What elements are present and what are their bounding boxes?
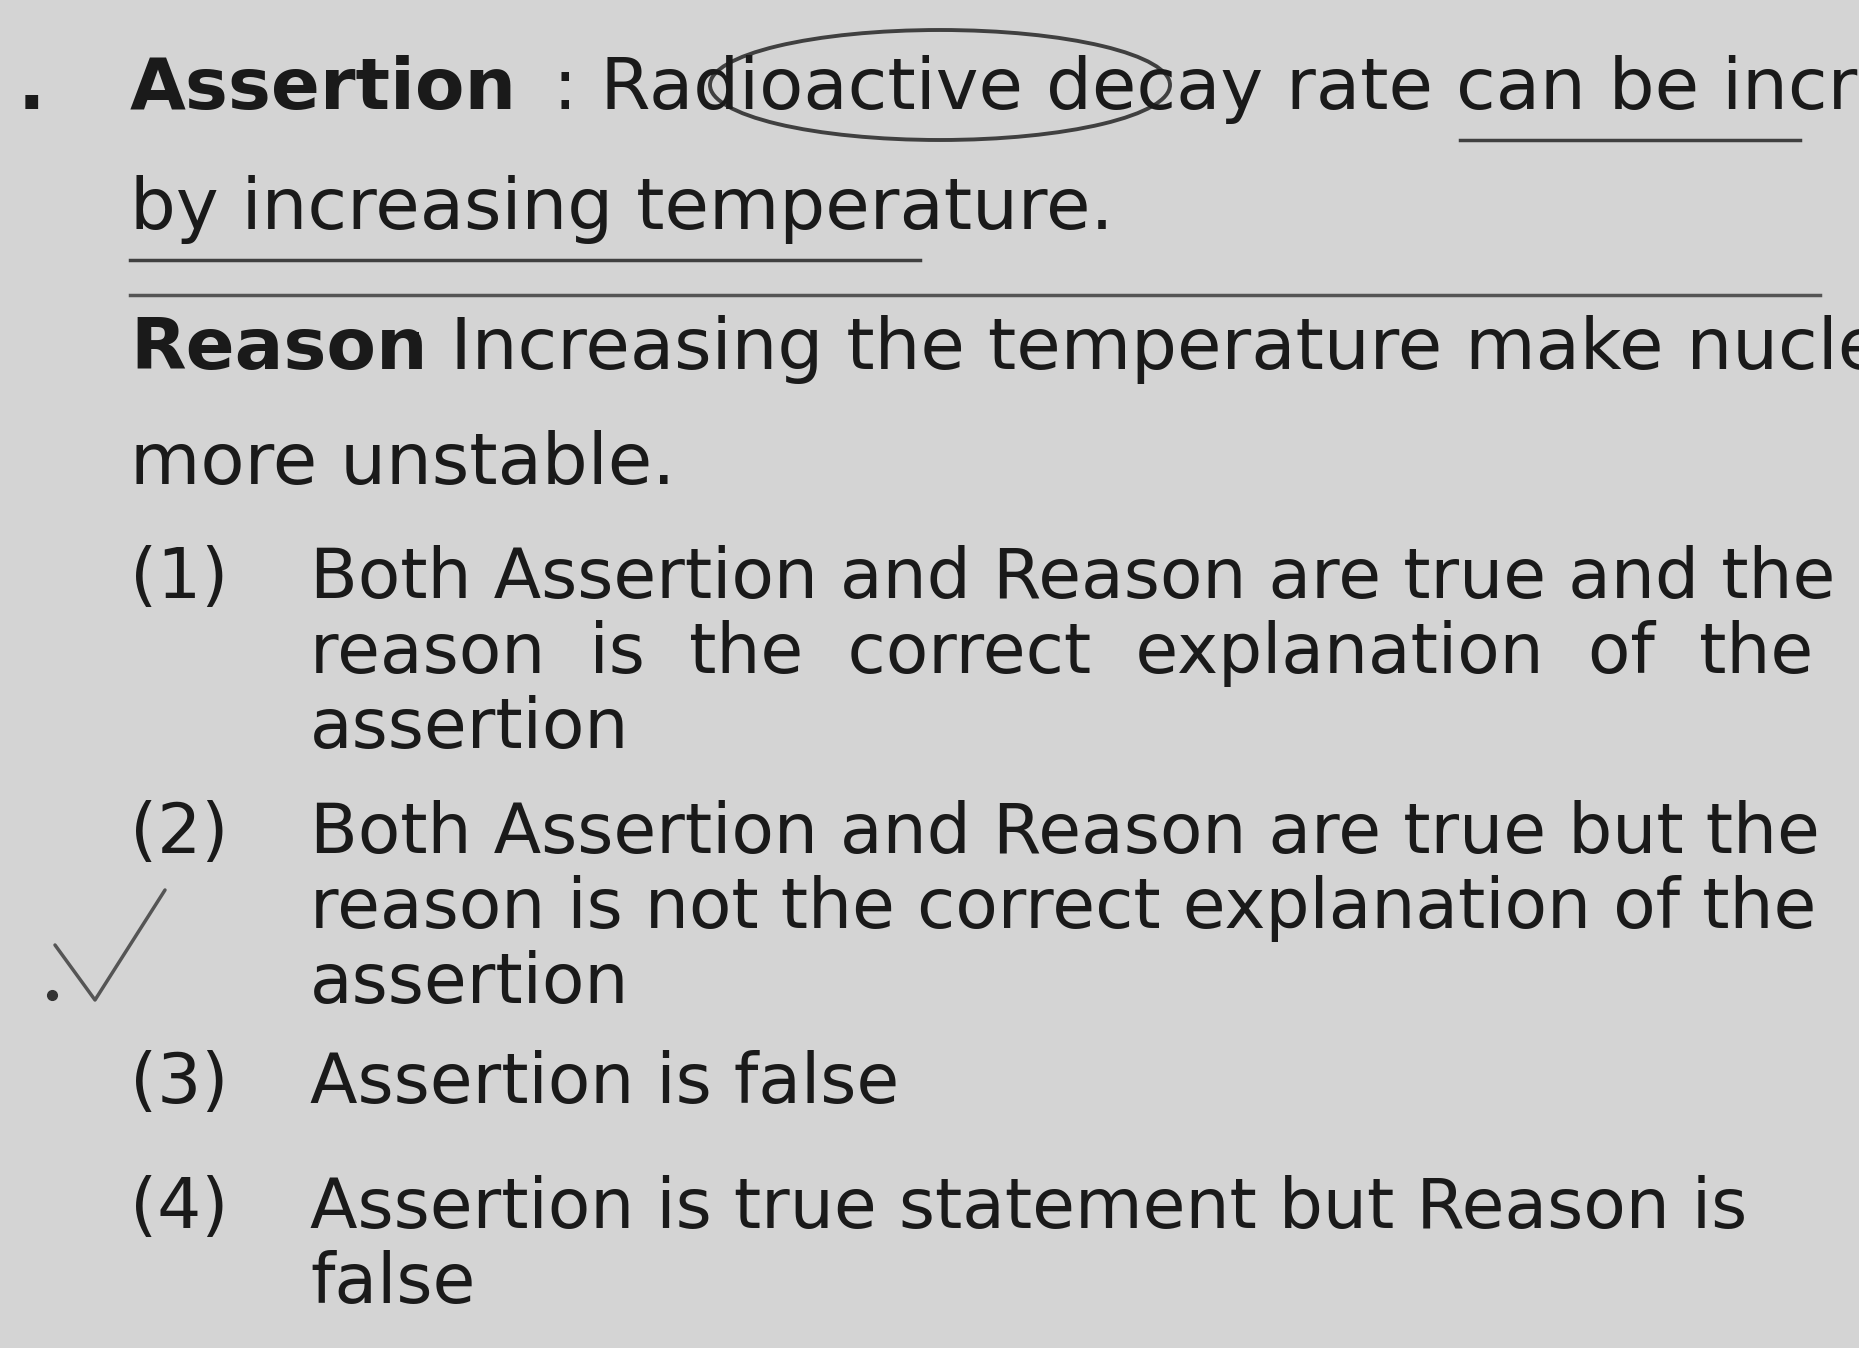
Text: assertion: assertion — [310, 696, 630, 762]
Text: Assertion: Assertion — [130, 55, 517, 124]
Text: assertion: assertion — [310, 950, 630, 1016]
Text: : Radioactive decay rate can be increased: : Radioactive decay rate can be increase… — [530, 55, 1859, 124]
Text: false: false — [310, 1250, 476, 1317]
Text: Both Assertion and Reason are true but the: Both Assertion and Reason are true but t… — [310, 799, 1820, 867]
Text: (4): (4) — [130, 1175, 229, 1242]
Text: (3): (3) — [130, 1050, 229, 1117]
Text: Reason: Reason — [130, 315, 428, 384]
Text: reason is not the correct explanation of the: reason is not the correct explanation of… — [310, 875, 1816, 942]
Text: (2): (2) — [130, 799, 229, 867]
Text: : Increasing the temperature make nuclei: : Increasing the temperature make nuclei — [379, 315, 1859, 384]
Text: more unstable.: more unstable. — [130, 430, 675, 499]
Text: Assertion is false: Assertion is false — [310, 1050, 900, 1117]
Text: (1): (1) — [130, 545, 229, 612]
Text: Both Assertion and Reason are true and the: Both Assertion and Reason are true and t… — [310, 545, 1835, 612]
Text: by increasing temperature.: by increasing temperature. — [130, 175, 1114, 244]
Text: .: . — [19, 55, 45, 124]
Text: Assertion is true statement but Reason is: Assertion is true statement but Reason i… — [310, 1175, 1747, 1242]
Text: reason  is  the  correct  explanation  of  the: reason is the correct explanation of the — [310, 620, 1813, 687]
